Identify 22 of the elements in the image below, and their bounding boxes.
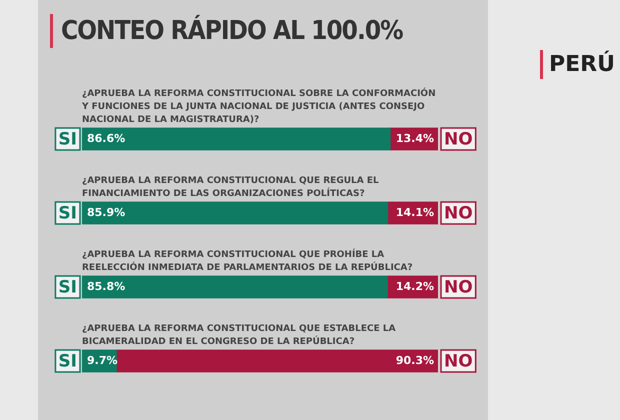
data-label: 85.9%	[87, 206, 126, 219]
data-label: 13.4%	[396, 132, 434, 145]
text: NO	[444, 277, 473, 298]
text: SI	[58, 277, 78, 298]
text: PERÚ	[540, 50, 620, 79]
chart-title: CONTEO RÁPIDO AL 100.0%	[50, 14, 411, 48]
y-tick-label: ¿APRUEBA LA REFORMA CONSTITUCIONAL SOBRE LA CONFORMACIÓN Y FUNCIONES DE LA JUNTA NACIONAL DE JUSTICIA (ANTES CONSEJO NACIONAL DE LA MAGISTRATURA)?	[81, 87, 436, 125]
data-label: 14.1%	[396, 206, 434, 219]
text: NO	[444, 203, 473, 224]
text: NO	[444, 351, 473, 372]
data-label: 85.8%	[87, 280, 126, 293]
y-tick-label: ¿APRUEBA LA REFORMA CONSTITUCIONAL QUE REGULA EL FINANCIAMIENTO DE LAS ORGANIZACIONES POLÍTICAS?	[82, 176, 379, 199]
y-tick-label: ¿APRUEBA LA REFORMA CONSTITUCIONAL QUE PROHÍBE LA REELECCIÓN INMEDIATA DE PARLAMENTARIOS DE LA REPÚBLICA?	[82, 248, 413, 273]
data-label: 14.2%	[396, 280, 434, 293]
data-label: 86.6%	[87, 132, 126, 145]
text: SI	[58, 351, 78, 372]
y-tick-label: ¿APRUEBA LA REFORMA CONSTITUCIONAL QUE ESTABLECE LA BICAMERALIDAD EN EL CONGRESO DE LA REPÚBLICA?	[82, 324, 396, 347]
series-label: SI	[58, 129, 78, 150]
series-label: NO	[444, 129, 473, 150]
text: SI	[58, 203, 78, 224]
bar	[116, 350, 438, 372]
data-label: 90.3%	[396, 354, 434, 367]
